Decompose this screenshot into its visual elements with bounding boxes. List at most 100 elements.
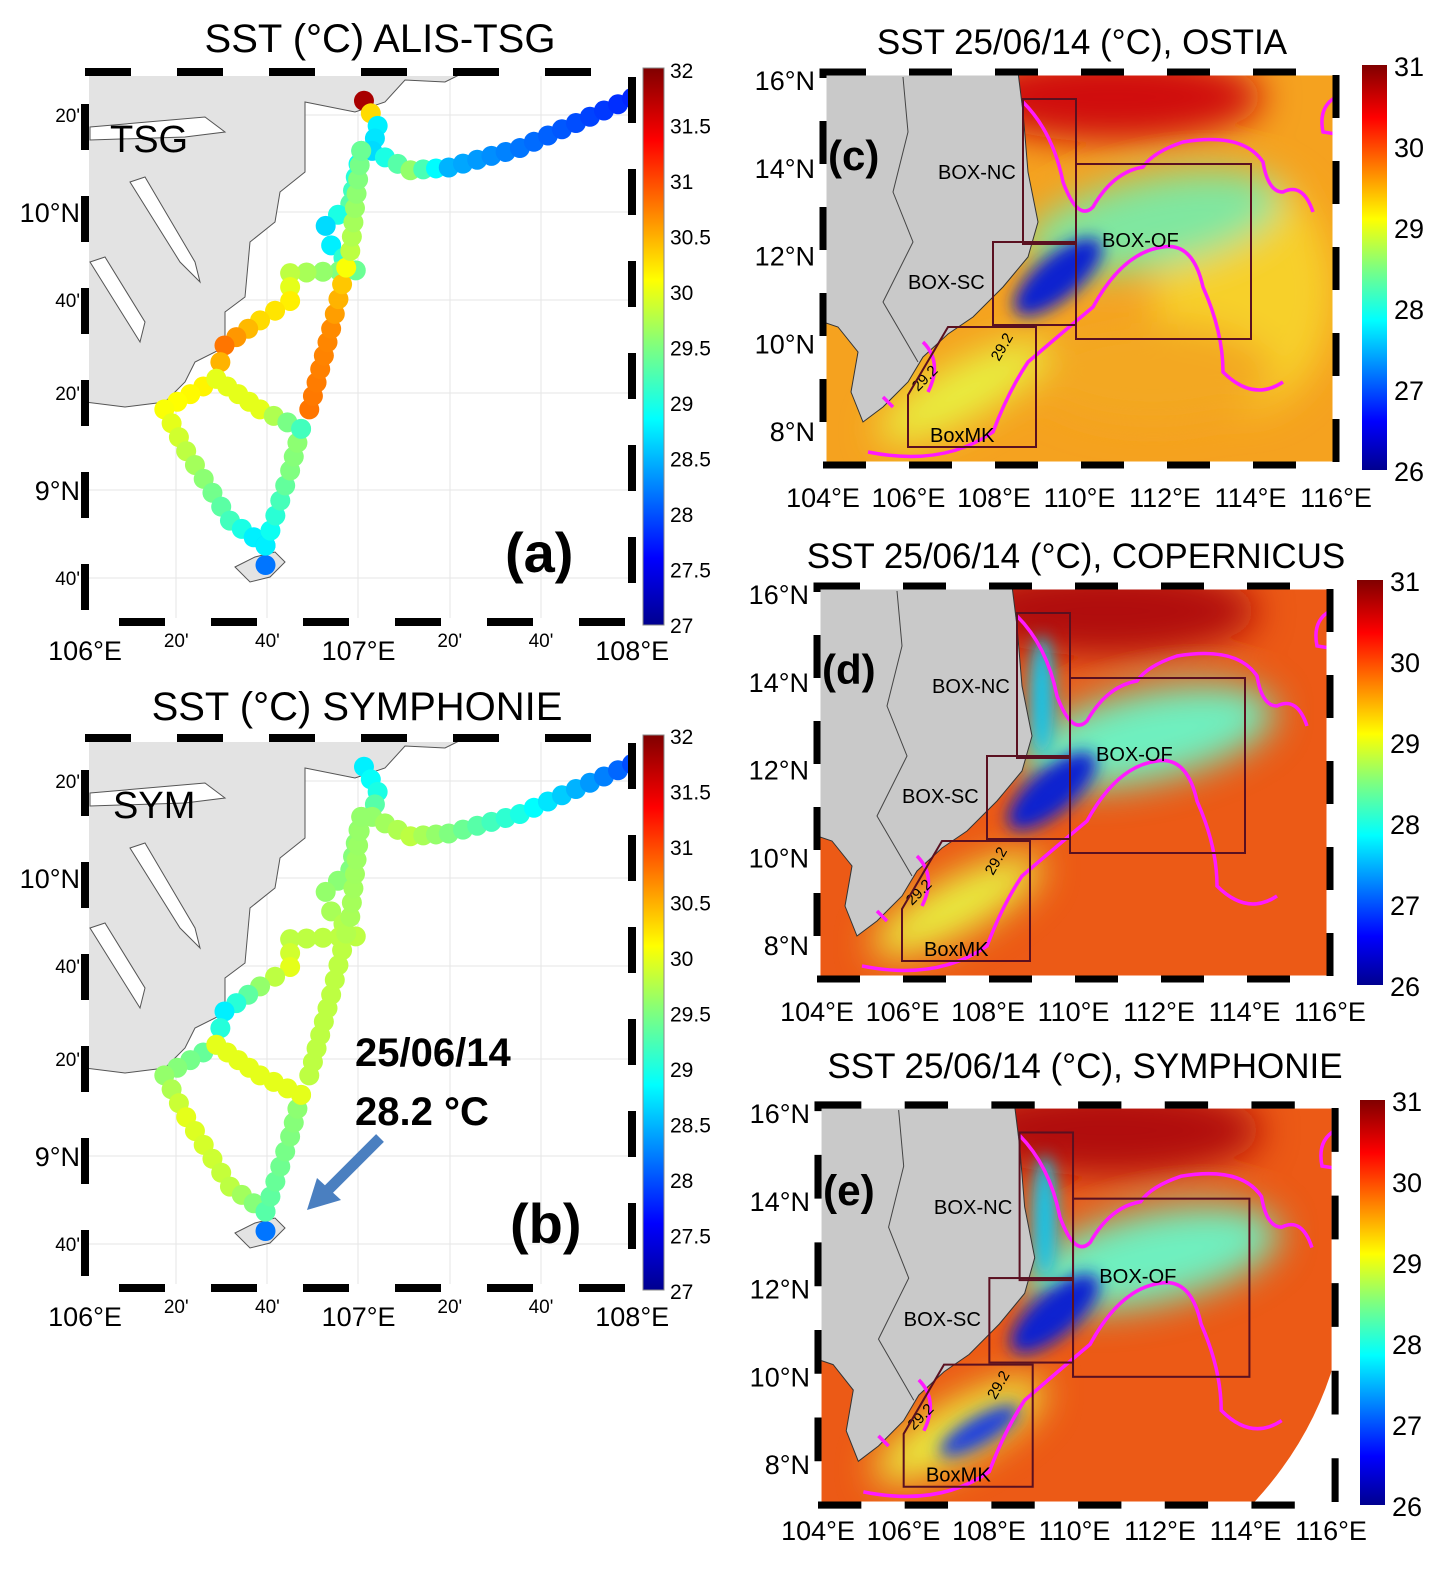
track-point (280, 943, 301, 964)
colorbar-tick-label: 28 (670, 1170, 693, 1193)
track-point (260, 1186, 281, 1207)
lat-tick-label: 10°N (755, 329, 815, 359)
track-point (296, 928, 317, 949)
colorbar-tick-label: 29 (670, 1059, 693, 1082)
lat-tick-label: 14°N (749, 668, 809, 698)
lat-tick-label: 40' (55, 291, 80, 312)
lat-tick-label: 10°N (20, 864, 80, 894)
colorbar (1357, 580, 1383, 985)
lon-tick-label: 114°E (1209, 997, 1281, 1027)
track-point (265, 1171, 286, 1192)
panel-a: SST (°C) ALIS-TSG TSG (a) 106°E 20' 40' 107… (20, 17, 711, 666)
axis-ticks: 104°E 106°E 108°E 110°E 112°E 114°E 116°E 16°N 1… (750, 1099, 1367, 1546)
lon-tick-label: 104°E (781, 1516, 855, 1546)
track-point (270, 1156, 291, 1177)
track-point (214, 1001, 235, 1022)
track-point (280, 277, 301, 298)
lon-tick-label: 114°E (1215, 483, 1287, 513)
colorbar-tick-label: 26 (1394, 457, 1424, 487)
track-point (315, 215, 336, 236)
lon-tick-label: 20' (437, 631, 462, 652)
colorbar-tick-label: 31.5 (670, 116, 711, 139)
lat-tick-label: 14°N (750, 1187, 810, 1217)
box-nc-label: BOX-NC (934, 1197, 1012, 1219)
colorbar-tick-label: 29 (1394, 214, 1424, 244)
lon-tick-label: 20' (437, 1297, 462, 1318)
colorbar-tick-label: 32 (670, 60, 693, 83)
contour-29-2 (863, 1128, 1336, 1499)
map-frame (813, 582, 1334, 983)
panel-e: SST 25/06/14 (°C), SYMPHONIE 29.229.2BOX… (750, 1047, 1422, 1546)
box-sc-label: BOX-SC (908, 272, 985, 294)
lat-tick-label: 10°N (20, 198, 80, 228)
colorbar (1360, 1100, 1385, 1505)
panel-letter: (c) (828, 132, 879, 179)
land-indochina (818, 1105, 1036, 1463)
axis-ticks: 106°E 20' 40' 107°E 20' 40' 108°E 20' 10°N 40' 20'… (20, 106, 669, 666)
colorbar-tick-label: 30.5 (670, 893, 711, 916)
panel-c-title: SST 25/06/14 (°C), OSTIA (877, 23, 1288, 62)
track-point (255, 535, 276, 556)
track-point (255, 1221, 276, 1242)
lon-tick-label: 110°E (1038, 997, 1110, 1027)
track-point (321, 235, 342, 256)
lon-tick-label: 110°E (1039, 1516, 1111, 1546)
panel-letter: (e) (823, 1167, 875, 1215)
colorbar-tick-label: 30 (1394, 133, 1424, 163)
box-mk-label: BoxMK (926, 1465, 991, 1487)
colorbar-tick-label: 29.5 (670, 1004, 711, 1027)
box-nc-label: BOX-NC (938, 162, 1016, 184)
track-point (312, 261, 333, 282)
annotation-value: 28.2 °C (355, 1090, 489, 1134)
analysis-boxes (907, 98, 1252, 448)
lon-tick-label: 106°E (872, 483, 946, 513)
colorbar-tick-label: 30 (670, 282, 693, 305)
lat-tick-label: 9°N (35, 476, 80, 506)
arrow-icon (307, 1134, 384, 1210)
lat-tick-label: 8°N (770, 417, 815, 447)
lat-tick-label: 16°N (749, 580, 809, 610)
track-point (351, 140, 372, 161)
land-indochina (823, 72, 1039, 423)
lon-tick-label: 116°E (1294, 997, 1366, 1027)
track-point (291, 418, 312, 439)
lon-tick-label: 40' (529, 631, 554, 652)
panel-b-title: SST (°C) SYMPHONIE (152, 685, 563, 729)
colorbar-ticks: 32 31.5 31 30.5 30 29.5 29 28.5 28 27.5 27 (670, 726, 711, 1304)
colorbar-tick-label: 29 (670, 393, 693, 416)
contour-29-2 (861, 609, 1330, 973)
analysis-boxes (901, 612, 1246, 962)
colorbar-tick-label: 29.5 (670, 338, 711, 361)
track-point (214, 335, 235, 356)
annotation-date: 25/06/14 (355, 1031, 511, 1075)
colorbar-tick-label: 28 (1394, 295, 1424, 325)
panel-letter: (a) (505, 521, 573, 584)
track-point (210, 1018, 231, 1039)
colorbar-tick-label: 31.5 (670, 782, 711, 805)
box-sc-label: BOX-SC (904, 1309, 981, 1331)
track-point (336, 923, 357, 944)
colorbar-tick-label: 31 (1394, 52, 1424, 82)
panel-letter: (b) (510, 1192, 582, 1255)
panel-c: SST 25/06/14 (°C), OSTIA 29.229.2BOX-NCB… (755, 23, 1424, 513)
colorbar-tick-label: 29 (1390, 729, 1420, 759)
axis-ticks: 106°E 20' 40' 107°E 20' 40' 108°E 20' 10°N 40' 20'… (20, 772, 669, 1332)
track-tag: TSG (110, 119, 188, 161)
colorbar-ticks: 31 30 29 28 27 26 (1390, 567, 1420, 1002)
track-points (154, 88, 632, 576)
lon-tick-label: 104°E (780, 997, 854, 1027)
track-point (280, 929, 301, 950)
lat-tick-label: 9°N (35, 1142, 80, 1172)
colorbar-tick-label: 28 (1392, 1330, 1422, 1360)
lon-tick-label: 20' (164, 631, 189, 652)
track-point (351, 806, 372, 827)
lat-tick-label: 40' (55, 1235, 80, 1256)
track-point (332, 274, 353, 295)
track-point (332, 940, 353, 961)
lon-tick-label: 106°E (866, 997, 940, 1027)
lon-tick-label: 108°E (951, 997, 1025, 1027)
box-nc-label: BOX-NC (932, 676, 1010, 698)
